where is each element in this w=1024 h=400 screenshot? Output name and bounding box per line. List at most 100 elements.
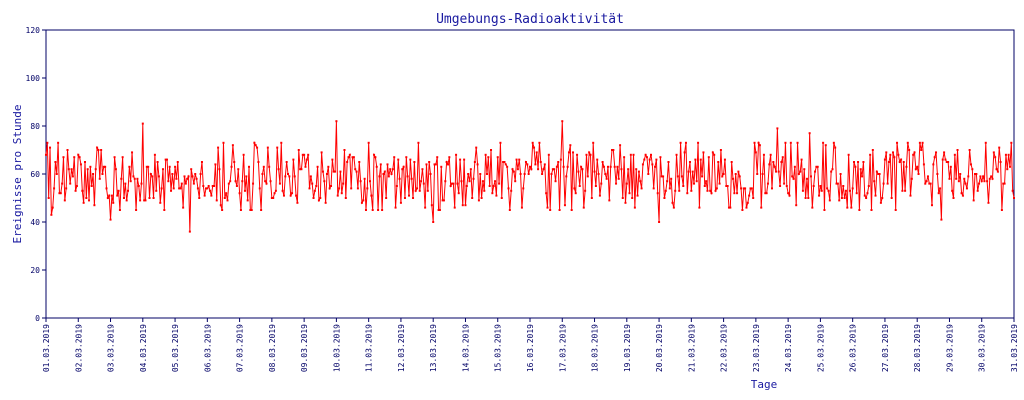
data-point bbox=[464, 204, 467, 207]
data-point bbox=[163, 209, 166, 211]
data-point bbox=[253, 141, 256, 144]
x-tick-label: 29.03.2019 bbox=[945, 324, 954, 372]
series-line bbox=[45, 120, 1015, 233]
data-point bbox=[787, 192, 790, 195]
data-point bbox=[894, 209, 897, 211]
data-point bbox=[546, 206, 549, 209]
data-point bbox=[339, 170, 342, 173]
data-point bbox=[620, 168, 623, 171]
data-point bbox=[822, 141, 825, 144]
data-point bbox=[496, 156, 499, 159]
data-point bbox=[230, 165, 233, 168]
data-point bbox=[713, 153, 716, 156]
x-tick-label: 20.03.2019 bbox=[655, 324, 664, 372]
data-point bbox=[219, 204, 222, 207]
data-point bbox=[420, 180, 423, 183]
data-point bbox=[701, 175, 704, 178]
data-point bbox=[608, 199, 611, 202]
data-point bbox=[996, 170, 999, 173]
data-point bbox=[109, 218, 112, 221]
data-point bbox=[124, 182, 127, 185]
data-point bbox=[982, 175, 985, 178]
data-point bbox=[460, 180, 463, 183]
data-point bbox=[381, 209, 384, 211]
data-point bbox=[86, 168, 89, 171]
data-point bbox=[195, 177, 198, 180]
data-point bbox=[636, 194, 639, 197]
data-point bbox=[131, 151, 134, 154]
data-point bbox=[914, 168, 917, 171]
data-point bbox=[853, 161, 856, 163]
data-point bbox=[980, 180, 983, 183]
data-point bbox=[222, 141, 225, 144]
data-point bbox=[818, 194, 821, 197]
data-point bbox=[615, 182, 618, 185]
data-point bbox=[609, 165, 612, 168]
data-point bbox=[71, 175, 74, 178]
data-point bbox=[238, 192, 241, 195]
data-point bbox=[869, 153, 872, 156]
data-point bbox=[157, 175, 160, 178]
data-point bbox=[170, 189, 173, 192]
data-point bbox=[566, 165, 569, 168]
data-point bbox=[804, 197, 807, 199]
data-point bbox=[159, 201, 162, 204]
data-point bbox=[304, 165, 307, 168]
data-point bbox=[164, 158, 167, 161]
x-tick-label: 02.03.2019 bbox=[74, 324, 83, 372]
data-point bbox=[408, 194, 410, 197]
data-point bbox=[929, 182, 932, 185]
data-point bbox=[299, 168, 302, 171]
data-point bbox=[699, 158, 702, 161]
data-point bbox=[332, 170, 335, 173]
data-point bbox=[519, 173, 522, 175]
x-tick-label: 28.03.2019 bbox=[913, 324, 922, 372]
data-point bbox=[578, 185, 581, 187]
data-point bbox=[465, 185, 468, 187]
data-point bbox=[842, 185, 845, 187]
data-point bbox=[166, 158, 168, 161]
data-point bbox=[167, 180, 170, 183]
data-point bbox=[83, 161, 86, 163]
data-point bbox=[835, 182, 838, 185]
data-point bbox=[229, 180, 232, 183]
data-point bbox=[1003, 182, 1006, 185]
data-point bbox=[416, 187, 419, 190]
data-point bbox=[183, 175, 186, 178]
data-point bbox=[223, 197, 226, 199]
data-point bbox=[293, 175, 296, 178]
data-point bbox=[442, 199, 445, 202]
data-point bbox=[941, 158, 944, 161]
data-point bbox=[112, 201, 115, 204]
data-point bbox=[633, 206, 636, 209]
data-point bbox=[69, 182, 72, 185]
data-point bbox=[367, 141, 370, 144]
data-point bbox=[624, 201, 627, 204]
data-point bbox=[682, 185, 685, 187]
data-point bbox=[851, 187, 854, 190]
data-point bbox=[840, 197, 843, 199]
x-tick-label: 04.03.2019 bbox=[139, 324, 148, 372]
data-point bbox=[742, 187, 745, 190]
data-point bbox=[149, 173, 152, 175]
data-point bbox=[346, 161, 349, 163]
data-point bbox=[910, 177, 913, 180]
data-point bbox=[706, 189, 709, 192]
data-point bbox=[569, 144, 572, 147]
data-point bbox=[999, 161, 1002, 163]
data-point bbox=[984, 141, 987, 144]
data-point bbox=[561, 120, 564, 123]
data-point bbox=[752, 197, 755, 199]
data-point bbox=[765, 192, 768, 195]
data-point bbox=[744, 187, 747, 190]
x-tick-label: 23.03.2019 bbox=[752, 324, 761, 372]
data-point bbox=[1006, 168, 1009, 171]
data-point bbox=[476, 163, 479, 166]
data-point bbox=[658, 221, 661, 223]
data-point bbox=[628, 192, 631, 195]
data-point bbox=[924, 182, 927, 185]
data-point bbox=[838, 199, 841, 202]
data-point bbox=[976, 189, 979, 192]
data-point bbox=[645, 156, 648, 159]
data-point bbox=[702, 151, 705, 154]
